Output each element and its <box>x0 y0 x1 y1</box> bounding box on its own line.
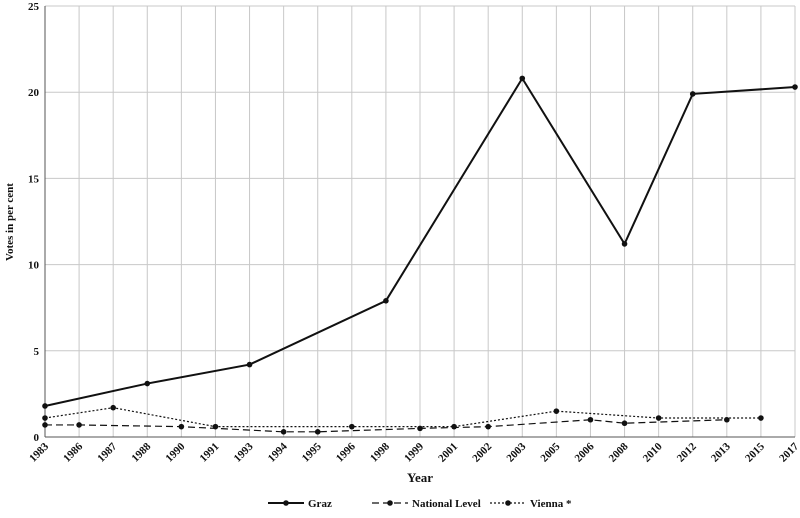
series-line <box>44 76 796 407</box>
x-tick-label: 1988 <box>129 440 153 464</box>
x-tick-label: 1993 <box>232 440 256 464</box>
x-tick-label: 2006 <box>573 440 597 464</box>
x-tick-label: 1999 <box>402 440 426 464</box>
data-point <box>42 403 48 409</box>
x-tick-label: 1995 <box>300 440 324 464</box>
data-point <box>792 84 798 90</box>
data-point <box>758 415 764 421</box>
data-point <box>519 75 526 82</box>
x-tick-label: 1994 <box>266 440 290 464</box>
legend-marker <box>387 500 393 506</box>
legend-marker <box>505 500 511 506</box>
data-point <box>144 380 151 387</box>
legend-marker <box>283 500 289 506</box>
y-tick-label: 5 <box>34 346 40 358</box>
data-point <box>655 415 662 421</box>
data-point <box>246 361 253 368</box>
data-point <box>280 429 287 435</box>
legend-label: Vienna * <box>530 498 572 510</box>
data-point <box>621 241 628 247</box>
x-tick-label: 1983 <box>27 440 51 464</box>
data-point <box>349 423 355 430</box>
x-tick-label: 2003 <box>504 440 528 464</box>
x-tick-label: 2005 <box>538 440 562 464</box>
data-point <box>42 415 48 421</box>
data-point <box>553 408 560 414</box>
y-tick-label: 0 <box>34 432 40 444</box>
data-point <box>212 423 219 430</box>
data-point <box>42 422 48 428</box>
data-point <box>110 404 116 411</box>
x-tick-label: 2012 <box>675 440 699 464</box>
x-tick-label: 1990 <box>163 440 187 464</box>
y-tick-label: 25 <box>28 1 40 13</box>
data-point <box>383 298 389 304</box>
series-line <box>44 407 761 428</box>
y-tick-label: 15 <box>28 173 40 185</box>
legend-label: Graz <box>308 498 332 510</box>
x-tick-label: 2001 <box>436 441 460 465</box>
x-tick-label: 2010 <box>641 440 665 464</box>
data-point <box>314 429 321 435</box>
x-tick-label: 1986 <box>61 440 85 464</box>
data-point <box>587 416 594 423</box>
x-tick-label: 1996 <box>334 440 358 464</box>
data-point <box>451 423 457 430</box>
x-tick-label: 2008 <box>607 440 631 464</box>
data-point <box>485 423 491 430</box>
legend-label: National Level <box>412 498 481 510</box>
x-tick-label: 1998 <box>368 440 392 464</box>
x-tick-label: 2015 <box>743 440 767 464</box>
y-tick-label: 10 <box>28 260 40 272</box>
x-tick-label: 1987 <box>95 440 119 464</box>
data-point <box>689 91 696 97</box>
x-axis-title: Year <box>407 470 433 485</box>
data-point <box>178 423 185 430</box>
series-line <box>45 419 727 433</box>
x-tick-label: 2002 <box>470 440 494 464</box>
y-tick-label: 20 <box>28 87 40 99</box>
x-tick-label: 2017 <box>777 440 800 464</box>
x-tick-label: 1991 <box>198 441 222 465</box>
data-point <box>76 422 82 428</box>
data-point <box>621 420 628 427</box>
y-axis-title: Votes in per cent <box>4 183 16 261</box>
x-tick-label: 2013 <box>709 440 733 464</box>
